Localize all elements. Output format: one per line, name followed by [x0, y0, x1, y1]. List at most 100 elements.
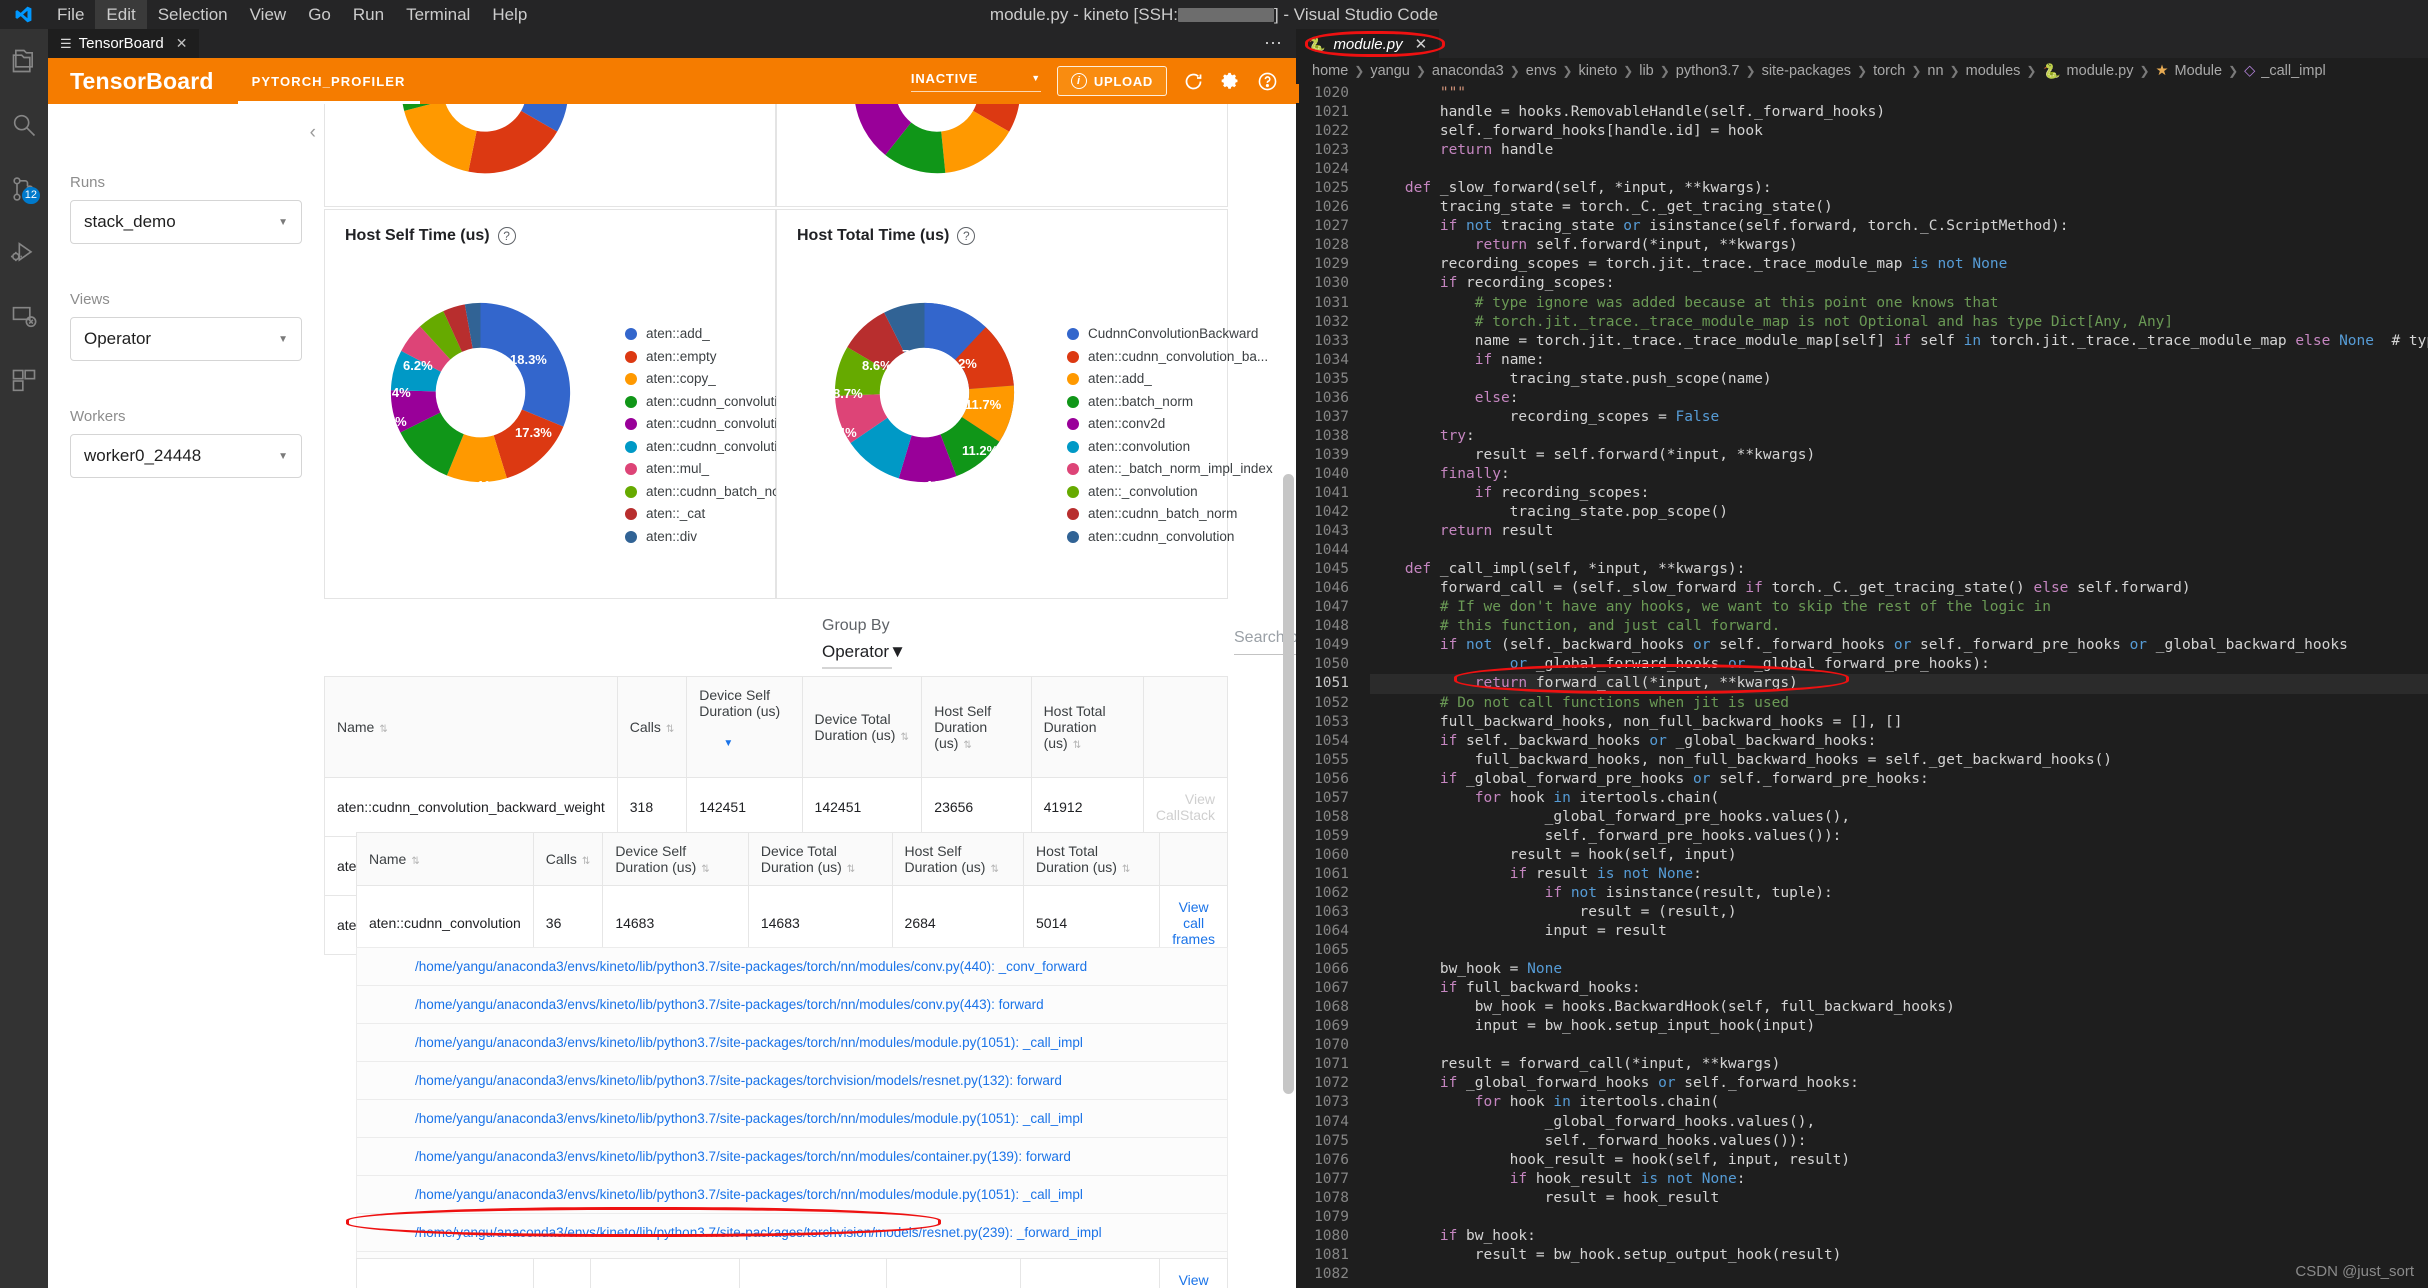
code-line[interactable]: _global_forward_hooks.values(),: [1370, 1113, 1816, 1130]
breadcrumb-item[interactable]: lib: [1639, 63, 1654, 79]
code-line[interactable]: or _global_forward_hooks or _global_forw…: [1509, 656, 1990, 673]
list-item[interactable]: /home/yangu/anaconda3/envs/kineto/lib/py…: [356, 1175, 1228, 1214]
code-line[interactable]: bw_hook = hooks.BackwardHook(self, full_…: [1370, 999, 1955, 1016]
th-device-total[interactable]: Device Total Duration (us) ⇅: [801, 676, 923, 778]
th-calls[interactable]: Calls ⇅: [616, 676, 688, 778]
code-line[interactable]: recording_scopes = torch.jit._trace._tra…: [1370, 256, 2008, 273]
list-item[interactable]: /home/yangu/anaconda3/envs/kineto/lib/py…: [356, 1213, 1228, 1252]
search-icon[interactable]: [0, 101, 48, 149]
code-line[interactable]: if not tracing_state or isinstance(self.…: [1439, 218, 2069, 235]
code-line[interactable]: return self.forward(*input, **kwargs): [1474, 237, 1798, 254]
more-actions-icon[interactable]: ⋯: [1264, 33, 1282, 53]
table-row[interactable]: aten::cudnn_convolution_backward_weight …: [324, 777, 1229, 837]
help-icon[interactable]: ?: [957, 227, 976, 245]
breadcrumb-item[interactable]: modules: [1965, 63, 2021, 79]
upload-button[interactable]: i UPLOAD: [1056, 66, 1167, 96]
code-line[interactable]: tracing_state.push_scope(name): [1370, 370, 1772, 387]
list-item[interactable]: /home/yangu/anaconda3/envs/kineto/lib/py…: [356, 947, 1228, 986]
th-device-self[interactable]: Device Self Duration (us) ▼: [686, 676, 803, 778]
code-line[interactable]: result = bw_hook.setup_output_hook(resul…: [1370, 1246, 1842, 1263]
code-line[interactable]: if full_backward_hooks:: [1439, 980, 1641, 997]
breadcrumb-item[interactable]: home: [1312, 63, 1349, 79]
code-line[interactable]: forward_call = (self._slow_forward if to…: [1370, 580, 2191, 597]
code-line[interactable]: if self._backward_hooks or _global_backw…: [1439, 732, 1877, 749]
code-line[interactable]: tracing_state = torch._C._get_tracing_st…: [1370, 199, 1833, 216]
call-frame-path[interactable]: /home/yangu/anaconda3/envs/kineto/lib/py…: [356, 985, 1228, 1024]
code-line[interactable]: full_backward_hooks, non_full_backward_h…: [1370, 751, 2113, 768]
search-input[interactable]: Search by Name: [1234, 629, 1296, 655]
view-call-frames-link[interactable]: View call frames: [1172, 899, 1216, 947]
breadcrumb-item[interactable]: yangu: [1370, 63, 1410, 79]
source-control-icon[interactable]: 12: [0, 165, 48, 213]
code-line[interactable]: else:: [1474, 389, 1519, 406]
breadcrumb-item[interactable]: kineto: [1578, 63, 1618, 79]
code-line[interactable]: recording_scopes = False: [1370, 408, 1720, 425]
status-select[interactable]: INACTIVE ▼: [910, 71, 1041, 92]
code-line[interactable]: [1370, 1265, 2428, 1284]
menu-go[interactable]: Go: [308, 5, 331, 24]
code-line[interactable]: result = forward_call(*input, **kwargs): [1370, 1056, 1781, 1073]
help-icon[interactable]: ?: [497, 227, 516, 245]
menu-selection[interactable]: Selection: [157, 5, 228, 24]
code-line[interactable]: if bw_hook:: [1439, 1227, 1536, 1244]
view-call-frames-link[interactable]: View call frames: [1178, 1272, 1209, 1288]
code-line[interactable]: [1370, 160, 2428, 179]
code-line[interactable]: result = hook_result: [1370, 1189, 1720, 1206]
list-item[interactable]: /home/yangu/anaconda3/envs/kineto/lib/py…: [356, 1061, 1228, 1100]
workers-select[interactable]: worker0_24448 ▼: [70, 434, 302, 478]
menu-edit[interactable]: Edit: [95, 0, 147, 29]
remote-explorer-icon[interactable]: [0, 293, 48, 341]
th-calls[interactable]: Calls ⇅: [532, 832, 604, 886]
call-frame-path[interactable]: /home/yangu/anaconda3/envs/kineto/lib/py…: [356, 1061, 1228, 1100]
th-host-total[interactable]: Host Total Duration (us) ⇅: [1022, 832, 1161, 886]
breadcrumb-item[interactable]: nn: [1927, 63, 1944, 79]
list-item[interactable]: /home/yangu/anaconda3/envs/kineto/lib/py…: [356, 1023, 1228, 1062]
code-line[interactable]: [1370, 541, 2428, 560]
tab-module-py[interactable]: 🐍 module.py ✕: [1296, 29, 1440, 58]
code-line[interactable]: [1370, 1208, 2428, 1227]
code-line[interactable]: return handle: [1439, 142, 1554, 159]
code-line[interactable]: result = hook(self, input): [1370, 846, 1737, 863]
list-item[interactable]: /home/yangu/anaconda3/envs/kineto/lib/py…: [356, 1137, 1228, 1176]
th-name[interactable]: Name ⇅: [356, 832, 534, 886]
views-select[interactable]: Operator ▼: [70, 317, 302, 361]
code-line[interactable]: _global_forward_pre_hooks.values(),: [1370, 808, 1851, 825]
content-scrollbar[interactable]: [1283, 474, 1294, 1094]
breadcrumb-item[interactable]: site-packages: [1761, 63, 1852, 79]
runs-select[interactable]: stack_demo ▼: [70, 200, 302, 244]
th-host-self[interactable]: Host Self Duration (us) ⇅: [891, 832, 1025, 886]
code-line[interactable]: return forward_call(*input, **kwargs): [1370, 674, 2428, 694]
menu-file[interactable]: File: [57, 5, 85, 24]
code-line[interactable]: # torch.jit._trace._trace_module_map is …: [1370, 313, 2174, 330]
breadcrumb-item[interactable]: _call_impl: [2261, 63, 2326, 79]
code-line[interactable]: def _slow_forward(self, *input, **kwargs…: [1404, 180, 1772, 197]
code-line[interactable]: bw_hook = None: [1370, 961, 1563, 978]
th-name[interactable]: Name ⇅: [324, 676, 618, 778]
th-host-total[interactable]: Host Total Duration (us) ⇅: [1030, 676, 1144, 778]
menu-bar[interactable]: File Edit Selection View Go Run Terminal…: [46, 0, 538, 29]
call-frame-path[interactable]: /home/yangu/anaconda3/envs/kineto/lib/py…: [356, 1099, 1228, 1138]
code-line[interactable]: try:: [1439, 427, 1475, 444]
code-line[interactable]: if recording_scopes:: [1439, 275, 1615, 292]
run-debug-icon[interactable]: [0, 229, 48, 277]
code-line[interactable]: # If we don't have any hooks, we want to…: [1370, 599, 2051, 616]
code-line[interactable]: [1370, 941, 2428, 960]
code-line[interactable]: """: [1370, 85, 1467, 101]
breadcrumb-item[interactable]: envs: [1525, 63, 1557, 79]
code-line[interactable]: # this function, and just call forward.: [1370, 618, 1781, 635]
call-frame-path[interactable]: /home/yangu/anaconda3/envs/kineto/lib/py…: [356, 1137, 1228, 1176]
call-frame-path[interactable]: /home/yangu/anaconda3/envs/kineto/lib/py…: [356, 1023, 1228, 1062]
th-device-total[interactable]: Device Total Duration (us) ⇅: [747, 832, 893, 886]
code-line[interactable]: hook_result = hook(self, input, result): [1370, 1151, 1851, 1168]
table-row[interactable]: aten::cudnn_convolution 36 12612 12612 4…: [356, 1258, 1228, 1288]
code-text[interactable]: """ handle = hooks.RemovableHandle(self.…: [1370, 84, 2428, 1284]
code-line[interactable]: def _call_impl(self, *input, **kwargs):: [1404, 561, 1746, 578]
collapse-sidebar-icon[interactable]: ‹: [309, 122, 316, 143]
code-line[interactable]: tracing_state.pop_scope(): [1370, 504, 1728, 521]
code-line[interactable]: full_backward_hooks, non_full_backward_h…: [1370, 713, 1903, 730]
call-frame-path[interactable]: /home/yangu/anaconda3/envs/kineto/lib/py…: [356, 947, 1228, 986]
breadcrumb-item[interactable]: anaconda3: [1431, 63, 1504, 79]
code-line[interactable]: name = torch.jit._trace._trace_module_ma…: [1370, 332, 2428, 349]
code-line[interactable]: self._forward_hooks[handle.id] = hook: [1370, 123, 1763, 140]
breadcrumb-item[interactable]: Module: [2174, 63, 2223, 79]
